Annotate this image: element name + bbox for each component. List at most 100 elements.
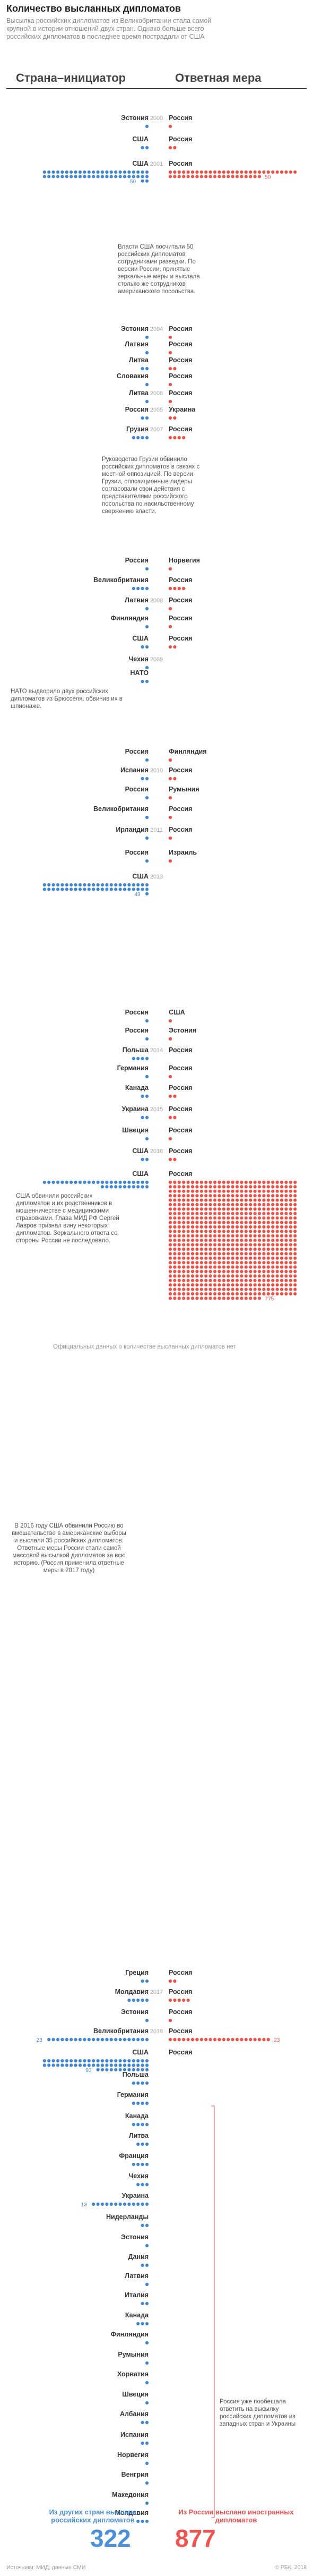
response-dot [190, 1230, 195, 1233]
initiator-dot [100, 2202, 105, 2206]
response-dot [173, 1278, 177, 1282]
response-label: Россия [169, 389, 192, 397]
response-dot [182, 1225, 186, 1229]
initiator-dot [56, 2059, 60, 2063]
response-dot [244, 1265, 248, 1269]
response-dot [177, 1189, 181, 1193]
response-dot [173, 2037, 177, 2042]
response-dot [262, 1189, 266, 1193]
response-dot [266, 1189, 270, 1193]
response-dot [218, 1243, 221, 1247]
year-label: 2005 [150, 407, 163, 413]
initiator-dot [145, 2081, 149, 2085]
initiator-dot [74, 888, 77, 891]
response-dot [266, 1212, 270, 1215]
response-dot [177, 1212, 181, 1215]
response-dot [208, 1212, 212, 1215]
response-dot [182, 170, 186, 174]
initiator-dot [65, 888, 68, 891]
response-dot [235, 1274, 239, 1278]
response-dot [213, 1252, 217, 1256]
response-dot [208, 1189, 212, 1193]
response-dot [227, 175, 230, 178]
response-dot [257, 1287, 262, 1291]
initiator-dot [118, 1180, 122, 1184]
response-dot [262, 1239, 266, 1242]
response-dot [208, 1261, 212, 1265]
initiator-dot [65, 883, 68, 887]
response-dot [293, 1189, 297, 1193]
response-dot [213, 1194, 217, 1198]
response-dot [195, 1256, 199, 1260]
initiator-dot [136, 2142, 140, 2146]
response-dot [177, 1252, 181, 1256]
response-dot [266, 1194, 270, 1198]
response-dot [271, 170, 275, 174]
response-dot [249, 1243, 253, 1247]
response-dot [271, 1292, 275, 1296]
response-dot [195, 1239, 199, 1242]
lead-text: Высылка российских дипломатов из Великоб… [6, 17, 212, 40]
response-dot [227, 1207, 230, 1211]
initiator-dot [92, 1180, 95, 1184]
response-dot [195, 1180, 199, 1184]
response-dot [235, 1216, 239, 1220]
response-dot [186, 1243, 190, 1247]
response-dot [208, 1283, 212, 1287]
response-dot [280, 1278, 284, 1282]
initiator-dot [123, 2202, 127, 2206]
response-dot [253, 1247, 257, 1251]
response-dot [293, 1207, 297, 1211]
initiator-dot [69, 170, 73, 174]
response-dot [249, 1189, 253, 1193]
response-dot [240, 1287, 244, 1291]
response-dot [173, 1269, 177, 1274]
response-dot [240, 175, 244, 178]
response-dot [253, 1234, 257, 1238]
response-dot [231, 175, 234, 178]
response-label: Россия [169, 114, 192, 122]
response-dot [235, 1212, 239, 1215]
response-dot [222, 1180, 225, 1184]
response-dot [257, 1202, 262, 1207]
initiator-dot [118, 2068, 122, 2071]
response-dot [186, 1194, 190, 1198]
initiator-dot [141, 777, 144, 781]
response-dot [213, 1283, 217, 1287]
response-dot [231, 1230, 234, 1233]
initiator-dot [145, 399, 149, 404]
response-dot [253, 175, 257, 178]
response-dot [240, 1292, 244, 1296]
response-dot [204, 1283, 208, 1287]
response-dot [199, 1287, 203, 1291]
response-dot [227, 1292, 230, 1296]
response-dot [204, 1202, 208, 1207]
initiator-dot [109, 2063, 113, 2067]
year-label: 2004 [150, 326, 163, 332]
response-dot [173, 366, 177, 371]
response-dot [177, 175, 181, 178]
response-dot [190, 1252, 195, 1256]
initiator-dot [51, 2037, 55, 2042]
response-dot [289, 1216, 292, 1220]
response-dot [231, 1287, 234, 1291]
response-dot [275, 1265, 279, 1269]
response-dot [177, 1274, 181, 1278]
response-dot [213, 1202, 217, 1207]
initiator-label: Швеция [122, 2391, 149, 2398]
initiator-label: Россия [125, 748, 149, 755]
initiator-dot [145, 1115, 149, 1120]
response-dot [177, 1269, 181, 1274]
response-dot [284, 170, 288, 174]
initiator-dot [78, 2063, 82, 2067]
response-dot [195, 1269, 199, 1274]
response-dot [280, 1234, 284, 1238]
response-dot [186, 1287, 190, 1291]
initiator-count: 49 [134, 892, 141, 898]
initiator-dot [145, 679, 149, 684]
response-dot [262, 1283, 266, 1287]
response-dot [186, 1185, 190, 1189]
response-dot [257, 1283, 262, 1287]
response-dot [235, 1185, 239, 1189]
response-dot [266, 1274, 270, 1278]
